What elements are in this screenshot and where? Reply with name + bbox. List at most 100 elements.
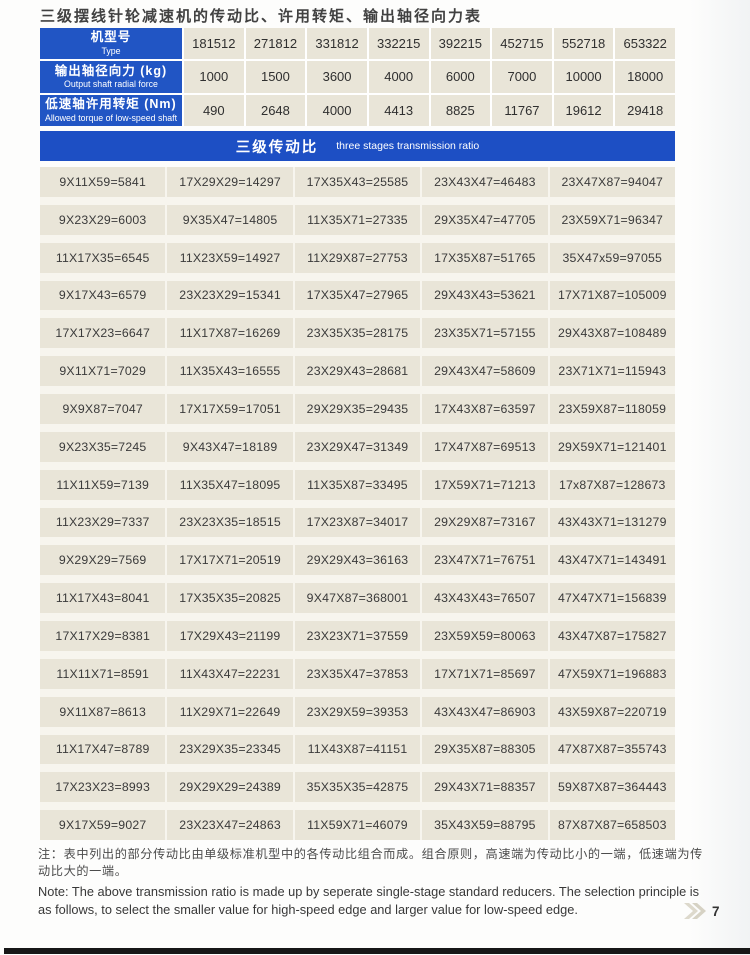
ratio-cell: 9X9X87=7047 (40, 394, 166, 424)
ratio-cell: 9X11X59=5841 (40, 167, 166, 197)
spec-value: 4000 (368, 61, 429, 93)
spec-value: 4000 (307, 94, 367, 126)
ratio-grid: 9X11X59=5841 17X29X29=14297 17X35X43=255… (40, 167, 675, 840)
ratio-cell: 87X87X87=658503 (549, 810, 675, 840)
spec-value: 18000 (615, 61, 675, 93)
spec-value: 181512 (184, 28, 244, 60)
ratio-cell: 9X47X87=368001 (294, 583, 421, 613)
ratio-cell: 17X17X59=17051 (167, 394, 293, 424)
ratio-cell: 9X23X35=7245 (40, 431, 166, 462)
ratio-cell: 9X35X47=14805 (167, 204, 293, 235)
spec-value: 2648 (245, 94, 306, 126)
ratio-cell: 23X71X71=115943 (549, 356, 675, 386)
ratio-cell: 11X29X87=27753 (294, 242, 421, 273)
ratio-cell: 17X35X43=25585 (294, 167, 421, 197)
spec-value: 11767 (492, 94, 552, 126)
spec-value: 490 (184, 94, 244, 126)
ratio-cell: 11X35X43=16555 (167, 356, 293, 386)
double-chevron-icon (684, 903, 706, 919)
ratio-cell: 11X23X29=7337 (40, 507, 166, 538)
spec-label-en: Type (101, 45, 121, 56)
ratio-cell: 43X43X43=76507 (422, 583, 548, 613)
ratio-cell: 11X17X43=8041 (40, 583, 166, 613)
ratio-cell: 17X35X87=51765 (422, 242, 548, 273)
ratio-cell: 29X29X43=36163 (294, 545, 421, 576)
ratio-cell: 23X59X71=96347 (549, 204, 675, 235)
ratio-cell: 29X43X47=58609 (422, 356, 548, 386)
spec-value: 332215 (368, 28, 429, 60)
ratio-cell: 11X35X71=27335 (294, 204, 421, 235)
ratio-cell: 43X47X87=175827 (549, 621, 675, 651)
ratio-cell: 11X17X35=6545 (40, 242, 166, 273)
ratio-cell: 23X47X71=76751 (422, 545, 548, 576)
ratio-cell: 23X23X71=37559 (294, 621, 421, 651)
ratio-cell: 11X43X87=41151 (294, 734, 421, 765)
ratio-cell: 47X47X71=156839 (549, 583, 675, 613)
ratio-cell: 35X43X59=88795 (422, 810, 548, 840)
ratio-cell: 9X11X87=8613 (40, 696, 166, 727)
ratio-cell: 23X35X71=57155 (422, 318, 548, 349)
spec-label-zh: 低速轴许用转矩 (Nm) (45, 97, 177, 112)
ratio-cell: 43X47X71=143491 (549, 545, 675, 576)
ratio-cell: 23X47X87=94047 (549, 167, 675, 197)
ratio-cell: 11X35X47=18095 (167, 469, 293, 500)
ratio-cell: 17X17X23=6647 (40, 318, 166, 349)
ratio-cell: 11X17X47=8789 (40, 734, 166, 765)
spec-value: 1000 (184, 61, 244, 93)
spec-label-model: 机型号 Type (40, 28, 182, 60)
ratio-cell: 23X29X35=23345 (167, 734, 293, 765)
spec-value: 653322 (615, 28, 675, 60)
page-title: 三级摆线针轮减速机的传动比、许用转矩、输出轴径向力表 (40, 8, 483, 25)
footnotes: 注：表中列出的部分传动比由单级标准机型中的各传动比组合而成。组合原则，高速端为传… (38, 846, 714, 919)
ratio-cell: 23X29X47=31349 (294, 431, 421, 462)
page-bottom-edge (4, 948, 750, 954)
ratio-cell: 43X43X47=86903 (422, 696, 548, 727)
ratio-cell: 9X17X59=9027 (40, 810, 166, 840)
ratio-cell: 9X11X71=7029 (40, 356, 166, 386)
ratio-cell: 17X35X47=27965 (294, 280, 421, 311)
ratio-cell: 29X43X43=53621 (422, 280, 548, 311)
spec-value: 4413 (368, 94, 429, 126)
ratio-cell: 9X23X29=6003 (40, 204, 166, 235)
spec-value: 331812 (307, 28, 367, 60)
note-chinese: 注：表中列出的部分传动比由单级标准机型中的各传动比组合而成。组合原则，高速端为传… (38, 847, 703, 879)
ratio-cell: 23X29X59=39353 (294, 696, 421, 727)
spec-label-zh: 机型号 (90, 30, 132, 45)
ratio-cell: 35X47x59=97055 (549, 242, 675, 273)
ratio-cell: 11X11X71=8591 (40, 658, 166, 689)
ratio-cell: 17X47X87=69513 (422, 431, 548, 462)
spec-label-torque: 低速轴许用转矩 (Nm) Allowed torque of low-speed… (40, 94, 182, 126)
ratio-cell: 11X23X59=14927 (167, 242, 293, 273)
ratio-cell: 47X59X71=196883 (549, 658, 675, 689)
ratio-cell: 9X43X47=18189 (167, 431, 293, 462)
section-banner: 三级传动比 three stages transmission ratio (40, 131, 675, 161)
spec-value: 29418 (615, 94, 675, 126)
ratio-cell: 17X43X87=63597 (422, 394, 548, 424)
ratio-cell: 29X35X87=88305 (422, 734, 548, 765)
spec-value: 7000 (492, 61, 552, 93)
ratio-cell: 23X59X59=80063 (422, 621, 548, 651)
ratio-cell: 23X35X47=37853 (294, 658, 421, 689)
ratio-cell: 23X23X29=15341 (167, 280, 293, 311)
spec-value: 19612 (553, 94, 614, 126)
ratio-cell: 23X29X43=28681 (294, 356, 421, 386)
spec-value: 271812 (245, 28, 306, 60)
ratio-cell: 35X35X35=42875 (294, 772, 421, 803)
spec-label-radial-force: 输出轴径向力 (kg) Output shaft radial force (40, 61, 182, 93)
spec-label-zh: 输出轴径向力 (kg) (54, 63, 168, 78)
ratio-cell: 29X29X87=73167 (422, 507, 548, 538)
ratio-cell: 59X87X87=364443 (549, 772, 675, 803)
spec-value: 8825 (430, 94, 491, 126)
page-number: 7 (712, 903, 720, 919)
ratio-cell: 23X23X47=24863 (167, 810, 293, 840)
ratio-cell: 17X35X35=20825 (167, 583, 293, 613)
ratio-cell: 29X29X35=29435 (294, 394, 421, 424)
spec-value: 392215 (430, 28, 491, 60)
spec-value: 552718 (553, 28, 614, 60)
ratio-cell: 17X17X71=20519 (167, 545, 293, 576)
ratio-cell: 17X29X29=14297 (167, 167, 293, 197)
page-footer: 7 (680, 901, 720, 921)
note-english: Note: The above transmission ratio is ma… (38, 883, 700, 917)
spec-label-en: Allowed torque of low-speed shaft (44, 112, 178, 123)
spec-value: 452715 (492, 28, 552, 60)
